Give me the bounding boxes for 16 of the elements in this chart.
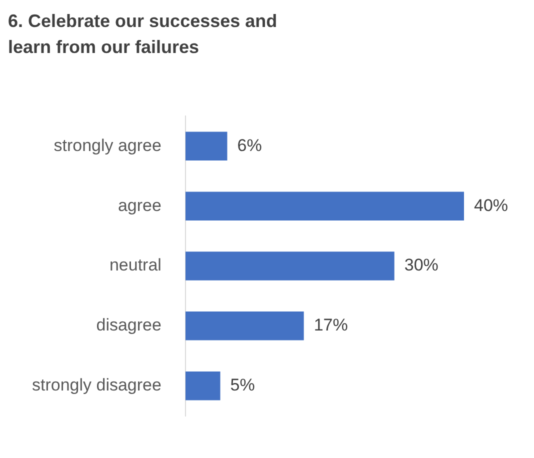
data-label: 5% [230, 376, 255, 395]
bar [185, 312, 304, 340]
data-label: 6% [237, 136, 262, 155]
y-tick-label: disagree [96, 316, 162, 335]
y-tick-label: neutral [109, 256, 162, 275]
y-tick-label: strongly agree [54, 136, 162, 155]
data-label: 40% [474, 196, 508, 215]
y-tick-label: strongly disagree [32, 376, 162, 395]
chart-title: 6. Celebrate our successes and learn from our failures [8, 10, 278, 59]
data-label: 17% [314, 316, 348, 335]
data-label: 30% [404, 256, 438, 275]
bar [185, 132, 228, 161]
y-tick-label: agree [118, 196, 162, 215]
bar [185, 252, 394, 280]
bar [185, 371, 220, 400]
bar [185, 192, 464, 220]
